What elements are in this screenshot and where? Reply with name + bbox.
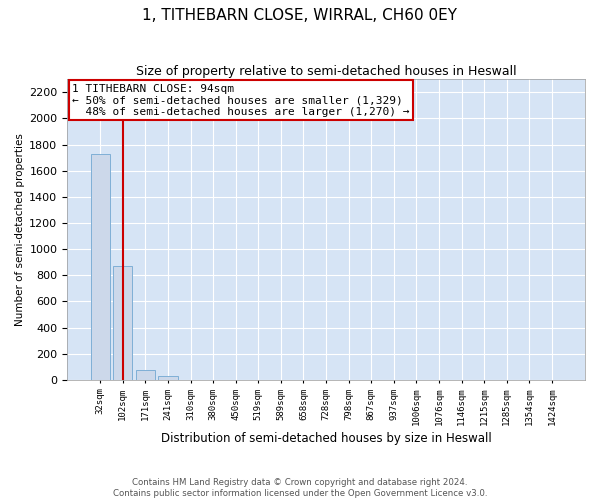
Bar — [91, 154, 110, 380]
X-axis label: Distribution of semi-detached houses by size in Heswall: Distribution of semi-detached houses by … — [161, 432, 491, 445]
Bar — [158, 376, 178, 380]
Text: 1, TITHEBARN CLOSE, WIRRAL, CH60 0EY: 1, TITHEBARN CLOSE, WIRRAL, CH60 0EY — [143, 8, 458, 22]
Text: Contains HM Land Registry data © Crown copyright and database right 2024.
Contai: Contains HM Land Registry data © Crown c… — [113, 478, 487, 498]
Bar — [113, 266, 133, 380]
Y-axis label: Number of semi-detached properties: Number of semi-detached properties — [15, 133, 25, 326]
Text: 1 TITHEBARN CLOSE: 94sqm
← 50% of semi-detached houses are smaller (1,329)
  48%: 1 TITHEBARN CLOSE: 94sqm ← 50% of semi-d… — [73, 84, 410, 117]
Bar — [136, 370, 155, 380]
Title: Size of property relative to semi-detached houses in Heswall: Size of property relative to semi-detach… — [136, 65, 517, 78]
